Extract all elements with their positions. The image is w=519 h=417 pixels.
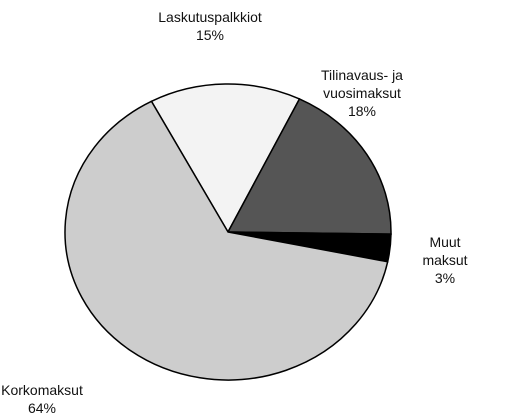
category-name: Laskutuspalkkiot [158,9,262,25]
slice-label: Muut maksut 3% [408,233,482,287]
value-label: 15% [195,27,225,43]
value-label: 18% [347,103,377,119]
category-name: Muut maksut [422,234,468,268]
pie-slice [64,100,389,381]
value-label: 3% [434,270,456,286]
pie-slice [226,98,392,235]
slice-label: Laskutuspalkkiot 15% [158,8,262,44]
category-name: Tilinavaus- ja vuosimaksut [321,67,403,101]
slice-label: Tilinavaus- ja vuosimaksut 18% [307,66,417,120]
value-label: 64% [27,400,57,416]
category-name: Korkomaksut [1,382,83,398]
pie-slice [150,83,301,234]
slice-label: Korkomaksut 64% [1,381,83,417]
